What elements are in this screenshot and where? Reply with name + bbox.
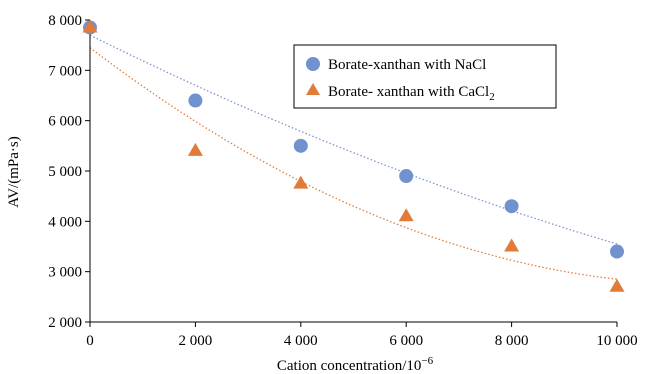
x-tick-label: 6 000: [389, 333, 423, 349]
data-point-triangle: [609, 278, 625, 292]
x-tick-label: 8 000: [495, 333, 529, 349]
legend-label-cacl2: Borate- xanthan with CaCl2: [328, 84, 495, 103]
legend-label-nacl: Borate-xanthan with NaCl: [328, 57, 486, 73]
legend-marker-cacl2: [306, 83, 320, 95]
y-tick-label: 5 000: [48, 164, 82, 180]
data-point-triangle: [187, 142, 203, 156]
y-tick-label: 3 000: [48, 265, 82, 281]
data-point-circle: [399, 169, 414, 184]
data-point-triangle: [504, 238, 520, 252]
y-tick-label: 8 000: [48, 13, 82, 29]
x-axis-title-main: Cation concentration/10: [277, 358, 422, 374]
y-tick-label: 6 000: [48, 114, 82, 130]
x-axis-title-sup: −6: [421, 355, 433, 367]
x-tick-label: 10 000: [596, 333, 637, 349]
x-tick-label: 4 000: [284, 333, 318, 349]
data-point-triangle: [293, 175, 309, 189]
data-point-circle: [610, 244, 624, 259]
data-markers: [82, 19, 625, 292]
legend-marker-nacl: [306, 57, 320, 71]
legend-label-cacl2-sub: 2: [489, 91, 495, 103]
y-tick-label: 7 000: [48, 63, 82, 79]
trendlines: [89, 34, 618, 280]
trendline-0: [89, 34, 618, 245]
legend-item-cacl2: Borate- xanthan with CaCl2: [306, 83, 495, 103]
y-tick-label: 4 000: [48, 214, 82, 230]
x-tick-label: 0: [86, 333, 94, 349]
data-point-triangle: [398, 208, 414, 222]
data-point-triangle: [82, 19, 98, 33]
y-axis-title: AV/(mPa·s): [6, 136, 22, 207]
y-axis: 2 000 3 000 4 000 5 000 6 000 7 000 8 000: [48, 13, 91, 331]
legend: Borate-xanthan with NaCl Borate- xanthan…: [293, 44, 557, 109]
x-axis-title: Cation concentration/10−6: [277, 355, 434, 374]
legend-box: [293, 44, 557, 109]
legend-label-cacl2-main: Borate- xanthan with CaCl: [328, 84, 489, 100]
data-point-circle: [293, 138, 308, 153]
data-point-circle: [504, 199, 519, 214]
y-tick-label: 2 000: [48, 315, 82, 331]
legend-item-nacl: Borate-xanthan with NaCl: [306, 57, 486, 73]
x-axis: 0 2 000 4 000 6 000 8 000 10 000: [86, 321, 638, 349]
x-tick-label: 2 000: [179, 333, 213, 349]
trendline-1: [89, 47, 618, 280]
data-point-circle: [188, 93, 203, 108]
